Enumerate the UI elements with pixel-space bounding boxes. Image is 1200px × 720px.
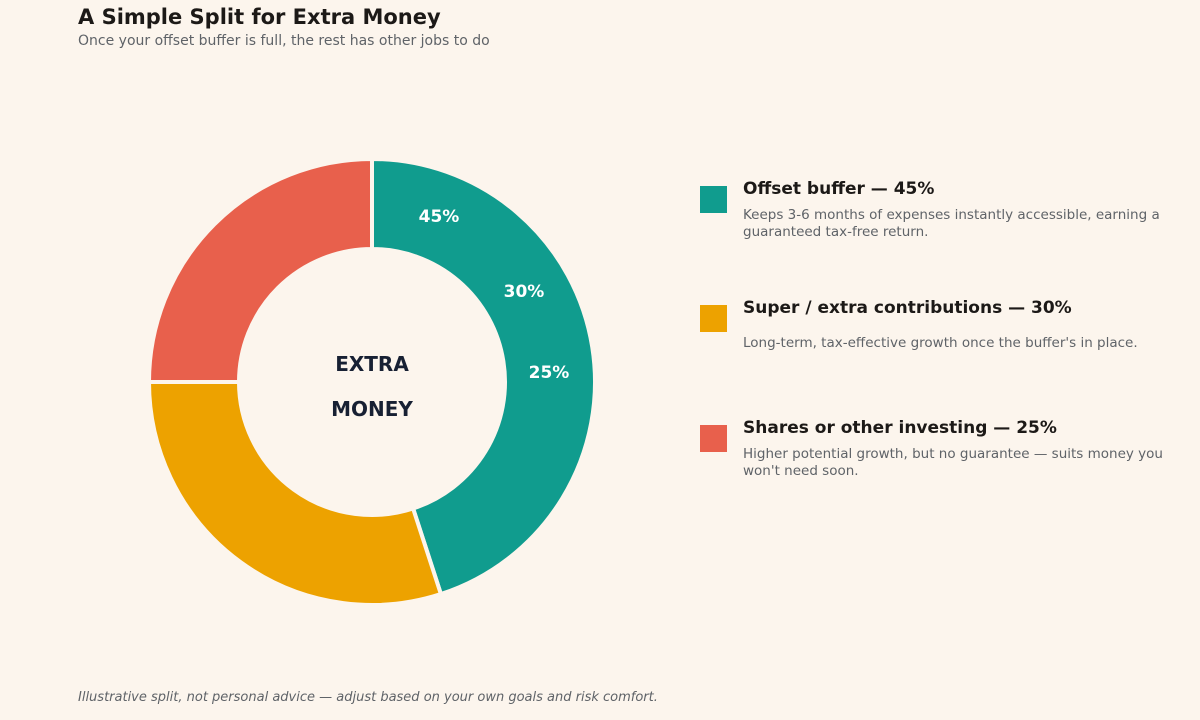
legend-title-super-contributions: Super / extra contributions — 30% bbox=[743, 298, 1072, 318]
legend-swatch-offset-buffer bbox=[700, 186, 727, 213]
slice-label-offset-buffer: 45% bbox=[419, 207, 460, 227]
footnote: Illustrative split, not personal advice … bbox=[78, 690, 658, 705]
slice-label-shares-or-other-investing: 25% bbox=[529, 363, 570, 383]
center-label-line-2: MONEY bbox=[331, 397, 413, 421]
chart-subtitle: Once your offset buffer is full, the res… bbox=[78, 33, 490, 49]
legend-swatch-shares-investing bbox=[700, 425, 727, 452]
legend-swatch-super-contributions bbox=[700, 305, 727, 332]
slice-label-super-extra-contributions: 30% bbox=[504, 282, 545, 302]
legend-desc-super-contributions: Long-term, tax-effective growth once the… bbox=[743, 335, 1138, 351]
slice-super-extra-contributions bbox=[146, 380, 444, 607]
legend-title-offset-buffer: Offset buffer — 45% bbox=[743, 179, 935, 199]
legend-title-shares-investing: Shares or other investing — 25% bbox=[743, 418, 1057, 438]
slice-shares-or-other-investing bbox=[146, 156, 374, 384]
donut-chart: 45% 30% 25% EXTRA MONEY bbox=[146, 156, 597, 607]
center-label-line-1: EXTRA bbox=[335, 352, 409, 376]
legend-desc-shares-investing: Higher potential growth, but no guarante… bbox=[743, 446, 1163, 479]
chart-title: A Simple Split for Extra Money bbox=[78, 5, 441, 29]
slice-offset-buffer bbox=[370, 156, 597, 597]
legend-desc-offset-buffer: Keeps 3-6 months of expenses instantly a… bbox=[743, 207, 1160, 240]
